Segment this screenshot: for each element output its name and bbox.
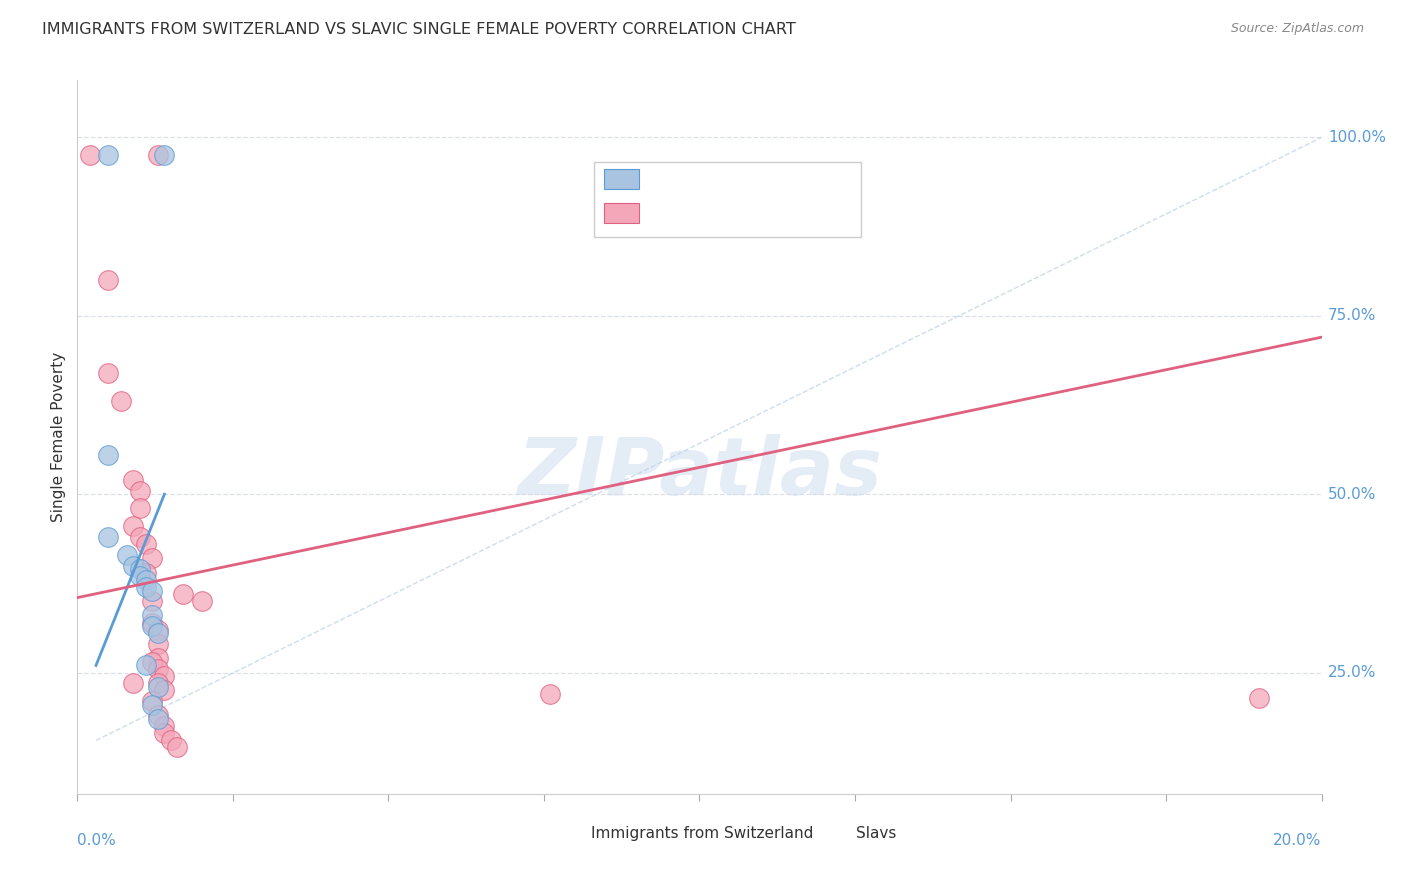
Point (128, 569, 150, 583)
Text: N = 33: N = 33 (765, 203, 818, 219)
Point (128, 501, 150, 516)
Point (135, 658, 157, 673)
Point (122, 676, 145, 690)
Text: ZIPatlas: ZIPatlas (517, 434, 882, 512)
FancyBboxPatch shape (557, 822, 583, 846)
Point (148, 676, 170, 690)
Point (1249, 690, 1271, 705)
Point (172, 587, 194, 601)
Point (153, 683, 176, 698)
Point (135, 566, 157, 580)
Point (166, 740, 188, 755)
Point (148, 680, 170, 694)
Point (538, 687, 561, 701)
Point (141, 698, 163, 712)
Point (159, 733, 181, 747)
Point (153, 669, 176, 683)
Point (148, 651, 170, 665)
Point (148, 148, 170, 162)
Point (148, 637, 170, 651)
Point (97, 448, 120, 462)
Point (153, 719, 176, 733)
Point (97, 273, 120, 287)
Point (79, 148, 101, 162)
Text: 0.0%: 0.0% (77, 833, 117, 848)
Text: N = 16: N = 16 (765, 169, 818, 184)
Point (135, 573, 157, 587)
Text: 100.0%: 100.0% (1327, 130, 1386, 145)
FancyBboxPatch shape (593, 162, 862, 237)
Text: Source: ZipAtlas.com: Source: ZipAtlas.com (1230, 22, 1364, 36)
Point (191, 594, 214, 608)
FancyBboxPatch shape (821, 822, 849, 846)
Point (148, 708, 170, 723)
Text: 75.0%: 75.0% (1327, 309, 1376, 323)
Point (148, 662, 170, 676)
Point (148, 712, 170, 726)
Point (141, 594, 163, 608)
Text: 50.0%: 50.0% (1327, 487, 1376, 501)
Text: Slavs: Slavs (856, 826, 897, 840)
Point (141, 608, 163, 623)
Point (122, 558, 145, 573)
Point (141, 615, 163, 630)
Point (115, 548, 138, 562)
FancyBboxPatch shape (603, 169, 638, 189)
FancyBboxPatch shape (603, 203, 638, 223)
Point (141, 619, 163, 633)
Point (110, 394, 132, 409)
Point (135, 537, 157, 551)
Point (97, 530, 120, 544)
Point (122, 519, 145, 533)
Point (141, 694, 163, 708)
Point (128, 483, 150, 498)
Text: 20.0%: 20.0% (1274, 833, 1322, 848)
Point (122, 473, 145, 487)
Point (153, 726, 176, 740)
Point (153, 148, 176, 162)
Text: R = 0.314: R = 0.314 (648, 169, 725, 184)
Point (128, 562, 150, 576)
Point (97, 148, 120, 162)
Point (141, 551, 163, 566)
Point (141, 655, 163, 669)
Y-axis label: Single Female Poverty: Single Female Poverty (51, 352, 66, 522)
Text: R = 0.291: R = 0.291 (648, 203, 725, 219)
Point (128, 530, 150, 544)
Text: 25.0%: 25.0% (1327, 665, 1376, 680)
Text: IMMIGRANTS FROM SWITZERLAND VS SLAVIC SINGLE FEMALE POVERTY CORRELATION CHART: IMMIGRANTS FROM SWITZERLAND VS SLAVIC SI… (42, 22, 796, 37)
Point (148, 623, 170, 637)
Point (135, 580, 157, 594)
Point (97, 366, 120, 380)
Text: Immigrants from Switzerland: Immigrants from Switzerland (592, 826, 814, 840)
Point (148, 626, 170, 640)
Point (141, 583, 163, 598)
